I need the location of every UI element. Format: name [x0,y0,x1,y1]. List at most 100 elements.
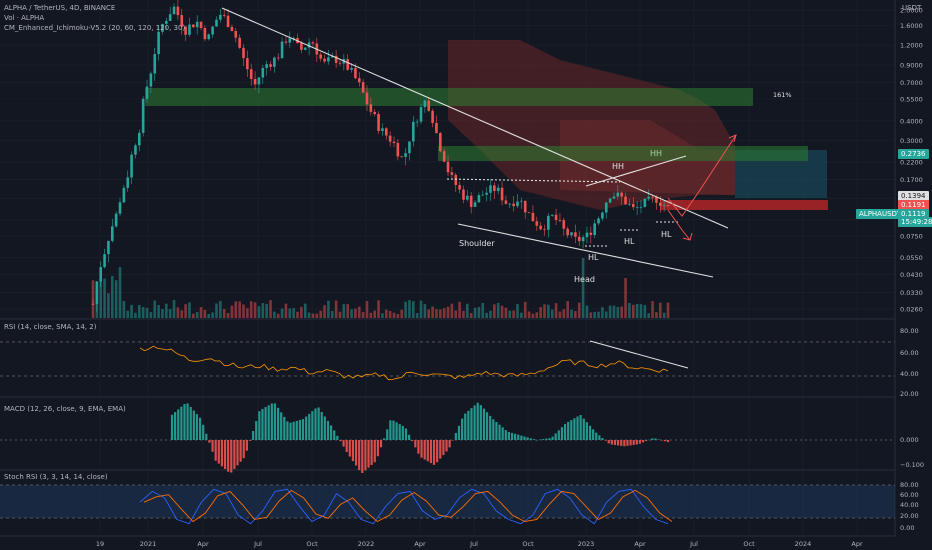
candle-body [639,206,643,208]
candle-body [481,194,485,196]
macd-bar [289,422,292,440]
macd-bar [329,425,333,440]
y-tick-label: 2.0000 [900,7,923,15]
volume-bar [608,305,612,318]
macd-bar [320,411,323,440]
macd-bar [492,419,495,440]
y-axis-price[interactable]: 2.0000 1.6000 1.2000 0.9000 0.7000 0.5500 0.40… [900,7,923,314]
volume-bar [369,312,373,318]
candle-body [122,187,126,203]
macd-bar [582,418,585,440]
candle-body [423,100,427,108]
candle-body [153,54,157,74]
volume-bar [396,313,400,318]
y-tick-label: 0.1700 [900,176,923,184]
candle-body [338,62,342,64]
volume-legend[interactable]: Vol · ALPHA [4,14,45,22]
macd-bar [264,407,267,440]
candle-body [311,42,315,44]
candle-body [168,14,172,21]
volume-bar [249,301,253,318]
volume-bar [99,278,103,318]
hh-line [585,155,687,187]
candle-body [554,214,558,220]
volume-bar [145,307,149,318]
macd-bar [336,435,339,440]
macd-bar [345,440,348,452]
macd-bar [301,419,305,440]
volume-bar [597,311,600,318]
macd-bar [454,432,457,440]
candle-body [180,15,184,27]
macd-bar [211,440,214,452]
candle-body [346,59,349,70]
rsi-legend[interactable]: RSI (14, close, SMA, 14, 2) [4,323,97,331]
stoch-legend[interactable]: Stoch RSI (3, 3, 14, 14, close) [4,473,108,481]
volume-bar [647,313,651,318]
candle-body [373,111,377,115]
macd-bar [473,405,476,440]
macd-bar [576,416,579,440]
candle-body [219,14,222,20]
macd-bar [192,410,195,440]
candle-body [597,218,600,224]
candle-body [230,26,234,32]
macd-bar [479,405,482,440]
candle-body [589,232,593,235]
macd-legend[interactable]: MACD (12, 26, close, 9, EMA, EMA) [4,405,126,413]
macd-bar [613,440,617,445]
candle-body [327,57,330,62]
macd-bar [354,440,358,466]
price-tag-red: 0.1191 [898,200,929,210]
candle-body [130,154,133,178]
macd-bar [514,433,517,440]
dotted-resistance [446,178,621,183]
y-tick-label: 0.3000 [900,137,923,145]
x-axis-time[interactable]: 19 2021 Apr Jul Oct 2022 Apr Jul Oct 2023 Apr Jul Oc… [96,540,863,548]
volume-bar [547,304,550,318]
macd-bar [202,424,205,440]
y-tick-label: 0.7000 [900,79,923,87]
chart-title[interactable]: ALPHA / TetherUS, 4D, BINANCE [4,4,116,12]
volume-bar [624,278,627,318]
volume-bar [589,312,593,318]
macd-bar [395,422,398,440]
candle-body [288,38,292,43]
macd-bar [635,440,638,445]
ichimoku-legend[interactable]: CM_Enhanced_Ichimoku-V5.2 (20, 60, 120, … [4,24,186,32]
candle-body [396,142,400,157]
macd-bar [183,404,186,440]
descending-trendline [221,7,729,229]
label-shoulder: Shoulder [459,239,495,248]
macd-bar [641,440,645,443]
macd-bar [457,425,461,440]
candle-body [365,92,369,105]
indicator-tick-label: −0.100 [900,461,924,469]
macd-bar [217,440,220,464]
macd-bar [432,440,436,465]
candle-body [273,57,276,67]
label-hh-1: HH [612,162,624,171]
macd-bar [180,406,183,440]
macd-bar [258,411,261,440]
volume-bar [419,300,423,318]
volume-bar [342,304,346,318]
candle-body [662,205,666,206]
macd-bar [379,440,383,448]
y-tick-label: 0.2200 [900,158,923,166]
candle-body [265,64,268,68]
volume-bar [658,302,662,318]
volume-bar [581,258,585,318]
candle-body [357,78,361,83]
macd-bar [601,438,604,440]
indicator-tick-label: 80.00 [900,327,919,335]
candle-body [454,174,458,186]
candle-body [145,86,149,99]
macd-bar [504,430,507,440]
volume-bar [280,308,284,318]
candle-body [523,200,527,213]
volume-bar [496,302,500,318]
macd-bar [629,440,632,446]
candle-body [435,122,438,134]
